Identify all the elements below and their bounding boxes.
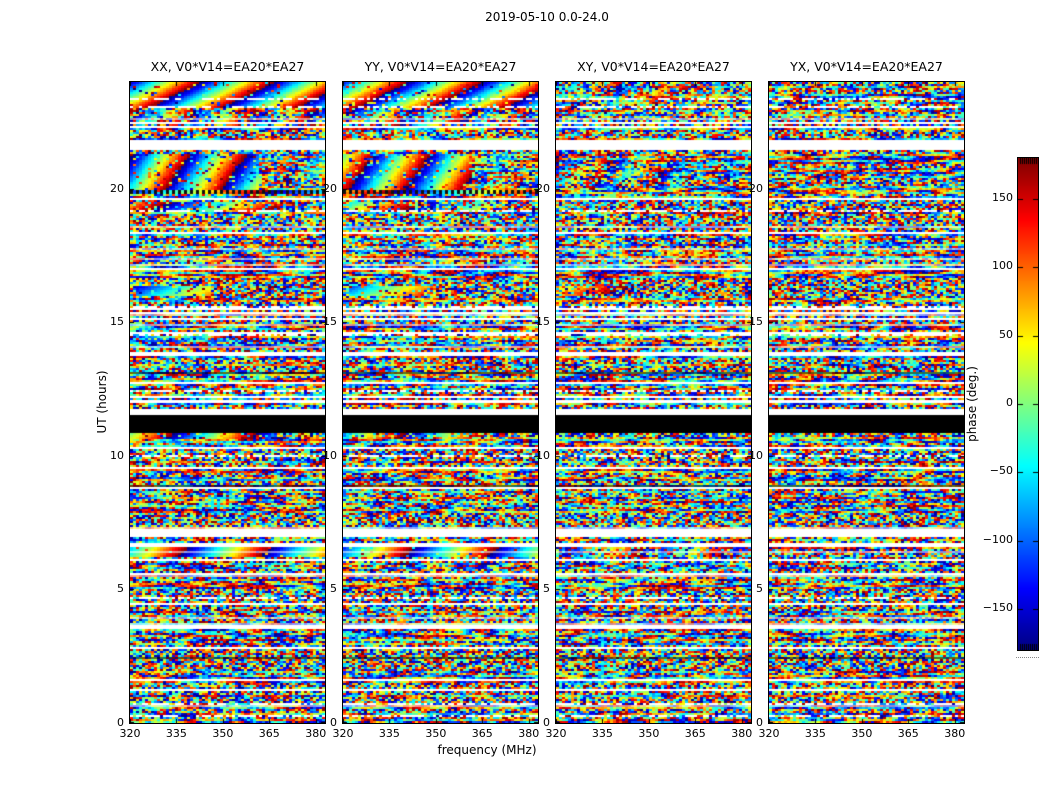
- x-tick-label: 335: [804, 727, 826, 740]
- colorbar-canvas: [1018, 158, 1038, 650]
- x-axis-label: frequency (MHz): [437, 743, 537, 757]
- x-tick-label: 380: [305, 727, 327, 740]
- y-tick-label: 0: [543, 716, 550, 729]
- y-tick-label: 0: [330, 716, 337, 729]
- x-tick-label: 365: [471, 727, 493, 740]
- y-tick-label: 0: [117, 716, 124, 729]
- panel-title-yx: YX, V0*V14=EA20*EA27: [790, 59, 943, 74]
- colorbar-tick-label: −100: [982, 533, 1013, 546]
- colorbar-tick-label: 100: [992, 259, 1013, 272]
- x-tick-label: 320: [119, 727, 141, 740]
- y-tick-label: 10: [110, 448, 124, 462]
- y-tick-label: 15: [749, 315, 763, 329]
- x-tick-label: 320: [758, 727, 780, 740]
- x-tick-label: 350: [212, 727, 234, 740]
- y-tick-label: 10: [749, 448, 763, 462]
- colorbar: [1017, 157, 1039, 651]
- x-tick-label: 335: [378, 727, 400, 740]
- x-tick-label: 335: [165, 727, 187, 740]
- x-tick-label: 350: [638, 727, 660, 740]
- y-tick-label: 5: [117, 582, 124, 596]
- y-tick-label: 10: [323, 448, 337, 462]
- figure-title: 2019-05-10 0.0-24.0: [485, 10, 609, 24]
- x-tick-label: 320: [545, 727, 567, 740]
- y-tick-label: 15: [536, 315, 550, 329]
- y-tick-label: 15: [323, 315, 337, 329]
- y-tick-label: 5: [330, 582, 337, 596]
- x-tick-label: 380: [518, 727, 540, 740]
- colorbar-tick-label: 50: [999, 328, 1013, 341]
- heatmap-panel-yy: [342, 81, 539, 724]
- x-tick-label: 365: [258, 727, 280, 740]
- heatmap-canvas-xx: [130, 82, 325, 723]
- x-tick-label: 365: [684, 727, 706, 740]
- panel-title-xx: XX, V0*V14=EA20*EA27: [150, 59, 305, 74]
- heatmap-panel-yx: [768, 81, 965, 724]
- heatmap-panel-xx: [129, 81, 326, 724]
- x-tick-label: 350: [425, 727, 447, 740]
- colorbar-tick-label: 150: [992, 191, 1013, 204]
- x-tick-label: 380: [944, 727, 966, 740]
- x-tick-label: 365: [897, 727, 919, 740]
- heatmap-canvas-xy: [556, 82, 751, 723]
- y-tick-label: 20: [749, 181, 763, 195]
- y-tick-label: 20: [323, 181, 337, 195]
- heatmap-canvas-yy: [343, 82, 538, 723]
- y-axis-label: UT (hours): [95, 370, 109, 434]
- panel-title-yy: YY, V0*V14=EA20*EA27: [364, 59, 517, 74]
- y-tick-label: 15: [110, 315, 124, 329]
- y-tick-label: 5: [543, 582, 550, 596]
- y-tick-label: 0: [756, 716, 763, 729]
- colorbar-tick-label: 0: [1006, 396, 1013, 409]
- colorbar-tick-label: −50: [989, 464, 1013, 477]
- colorbar-tick-label: −150: [982, 601, 1013, 614]
- x-tick-label: 335: [591, 727, 613, 740]
- heatmap-panel-xy: [555, 81, 752, 724]
- heatmap-canvas-yx: [769, 82, 964, 723]
- x-tick-label: 320: [332, 727, 354, 740]
- y-tick-label: 20: [110, 181, 124, 195]
- colorbar-end-dots: [1016, 657, 1039, 658]
- x-tick-label: 380: [731, 727, 753, 740]
- panel-title-xy: XY, V0*V14=EA20*EA27: [577, 59, 730, 74]
- y-tick-label: 5: [756, 582, 763, 596]
- y-tick-label: 10: [536, 448, 550, 462]
- y-tick-label: 20: [536, 181, 550, 195]
- x-tick-label: 350: [851, 727, 873, 740]
